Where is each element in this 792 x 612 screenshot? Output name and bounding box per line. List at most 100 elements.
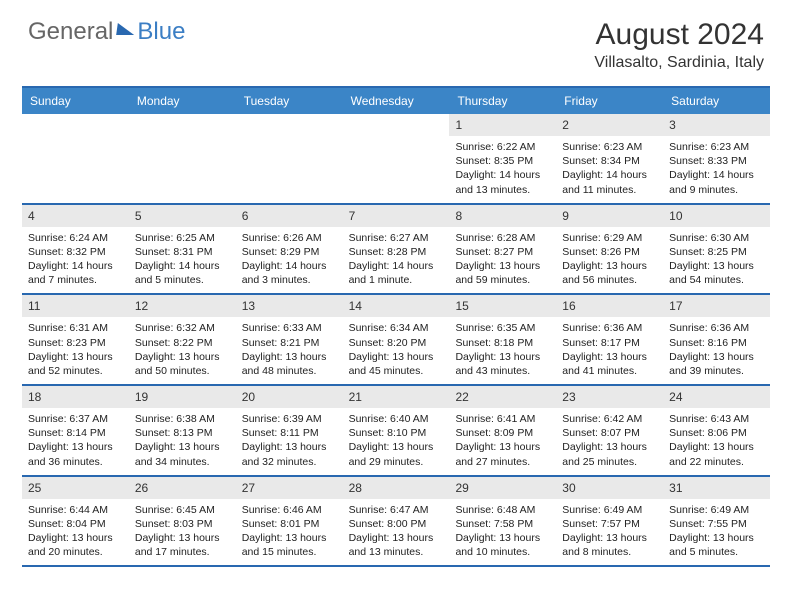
- day-content: Sunrise: 6:39 AMSunset: 8:11 PMDaylight:…: [236, 408, 343, 475]
- calendar-day: 27Sunrise: 6:46 AMSunset: 8:01 PMDayligh…: [236, 477, 343, 566]
- weekday-header: Wednesday: [343, 88, 450, 114]
- day-number: 21: [343, 386, 450, 408]
- sunset-line: Sunset: 8:00 PM: [349, 517, 444, 531]
- day-number: 16: [556, 295, 663, 317]
- day-content: Sunrise: 6:28 AMSunset: 8:27 PMDaylight:…: [449, 227, 556, 294]
- sunset-line: Sunset: 7:55 PM: [669, 517, 764, 531]
- calendar-day: 8Sunrise: 6:28 AMSunset: 8:27 PMDaylight…: [449, 205, 556, 294]
- day-content: Sunrise: 6:34 AMSunset: 8:20 PMDaylight:…: [343, 317, 450, 384]
- title-block: August 2024 Villasalto, Sardinia, Italy: [594, 18, 764, 72]
- daylight-line: Daylight: 14 hours and 3 minutes.: [242, 259, 337, 287]
- sunset-line: Sunset: 8:32 PM: [28, 245, 123, 259]
- sunrise-line: Sunrise: 6:35 AM: [455, 321, 550, 335]
- calendar-day: 13Sunrise: 6:33 AMSunset: 8:21 PMDayligh…: [236, 295, 343, 384]
- sunset-line: Sunset: 8:11 PM: [242, 426, 337, 440]
- sunrise-line: Sunrise: 6:23 AM: [669, 140, 764, 154]
- day-number: 12: [129, 295, 236, 317]
- day-number: 18: [22, 386, 129, 408]
- daylight-line: Daylight: 14 hours and 1 minute.: [349, 259, 444, 287]
- weekday-header: Sunday: [22, 88, 129, 114]
- sunrise-line: Sunrise: 6:24 AM: [28, 231, 123, 245]
- daylight-line: Daylight: 13 hours and 43 minutes.: [455, 350, 550, 378]
- day-number: 3: [663, 114, 770, 136]
- daylight-line: Daylight: 14 hours and 11 minutes.: [562, 168, 657, 196]
- day-content: Sunrise: 6:45 AMSunset: 8:03 PMDaylight:…: [129, 499, 236, 566]
- sunset-line: Sunset: 8:14 PM: [28, 426, 123, 440]
- daylight-line: Daylight: 13 hours and 52 minutes.: [28, 350, 123, 378]
- day-number: 7: [343, 205, 450, 227]
- day-number: 8: [449, 205, 556, 227]
- sunset-line: Sunset: 8:35 PM: [455, 154, 550, 168]
- calendar-day: 12Sunrise: 6:32 AMSunset: 8:22 PMDayligh…: [129, 295, 236, 384]
- daylight-line: Daylight: 14 hours and 7 minutes.: [28, 259, 123, 287]
- calendar-day: 17Sunrise: 6:36 AMSunset: 8:16 PMDayligh…: [663, 295, 770, 384]
- sunrise-line: Sunrise: 6:33 AM: [242, 321, 337, 335]
- calendar-day: 23Sunrise: 6:42 AMSunset: 8:07 PMDayligh…: [556, 386, 663, 475]
- header: General Blue August 2024 Villasalto, Sar…: [0, 0, 792, 80]
- day-content: Sunrise: 6:26 AMSunset: 8:29 PMDaylight:…: [236, 227, 343, 294]
- calendar-day: 6Sunrise: 6:26 AMSunset: 8:29 PMDaylight…: [236, 205, 343, 294]
- sunrise-line: Sunrise: 6:30 AM: [669, 231, 764, 245]
- day-number: 31: [663, 477, 770, 499]
- day-content: Sunrise: 6:32 AMSunset: 8:22 PMDaylight:…: [129, 317, 236, 384]
- day-number: 14: [343, 295, 450, 317]
- day-number: 1: [449, 114, 556, 136]
- sunset-line: Sunset: 8:20 PM: [349, 336, 444, 350]
- calendar-day: 18Sunrise: 6:37 AMSunset: 8:14 PMDayligh…: [22, 386, 129, 475]
- day-number: 2: [556, 114, 663, 136]
- sunrise-line: Sunrise: 6:23 AM: [562, 140, 657, 154]
- day-number: 6: [236, 205, 343, 227]
- calendar-week: 11Sunrise: 6:31 AMSunset: 8:23 PMDayligh…: [22, 295, 770, 386]
- sunrise-line: Sunrise: 6:48 AM: [455, 503, 550, 517]
- sunrise-line: Sunrise: 6:28 AM: [455, 231, 550, 245]
- calendar-day: 25Sunrise: 6:44 AMSunset: 8:04 PMDayligh…: [22, 477, 129, 566]
- sunset-line: Sunset: 8:21 PM: [242, 336, 337, 350]
- day-content: Sunrise: 6:24 AMSunset: 8:32 PMDaylight:…: [22, 227, 129, 294]
- day-number: 13: [236, 295, 343, 317]
- calendar-week: 25Sunrise: 6:44 AMSunset: 8:04 PMDayligh…: [22, 477, 770, 568]
- sunset-line: Sunset: 8:26 PM: [562, 245, 657, 259]
- day-content: Sunrise: 6:33 AMSunset: 8:21 PMDaylight:…: [236, 317, 343, 384]
- day-number: 25: [22, 477, 129, 499]
- sunset-line: Sunset: 7:58 PM: [455, 517, 550, 531]
- location-subtitle: Villasalto, Sardinia, Italy: [594, 54, 764, 72]
- daylight-line: Daylight: 14 hours and 13 minutes.: [455, 168, 550, 196]
- weekday-header: Saturday: [663, 88, 770, 114]
- calendar-day: 26Sunrise: 6:45 AMSunset: 8:03 PMDayligh…: [129, 477, 236, 566]
- calendar-day: 7Sunrise: 6:27 AMSunset: 8:28 PMDaylight…: [343, 205, 450, 294]
- sunset-line: Sunset: 8:17 PM: [562, 336, 657, 350]
- sunset-line: Sunset: 8:22 PM: [135, 336, 230, 350]
- weekday-header-row: SundayMondayTuesdayWednesdayThursdayFrid…: [22, 88, 770, 114]
- sunset-line: Sunset: 8:31 PM: [135, 245, 230, 259]
- calendar-day: 22Sunrise: 6:41 AMSunset: 8:09 PMDayligh…: [449, 386, 556, 475]
- month-title: August 2024: [594, 18, 764, 52]
- sunset-line: Sunset: 8:03 PM: [135, 517, 230, 531]
- day-number: 11: [22, 295, 129, 317]
- day-content: Sunrise: 6:44 AMSunset: 8:04 PMDaylight:…: [22, 499, 129, 566]
- daylight-line: Daylight: 13 hours and 34 minutes.: [135, 440, 230, 468]
- sunrise-line: Sunrise: 6:49 AM: [669, 503, 764, 517]
- day-content: Sunrise: 6:47 AMSunset: 8:00 PMDaylight:…: [343, 499, 450, 566]
- sunrise-line: Sunrise: 6:27 AM: [349, 231, 444, 245]
- calendar-day: 9Sunrise: 6:29 AMSunset: 8:26 PMDaylight…: [556, 205, 663, 294]
- calendar-week: 18Sunrise: 6:37 AMSunset: 8:14 PMDayligh…: [22, 386, 770, 477]
- day-number: 19: [129, 386, 236, 408]
- sunset-line: Sunset: 8:13 PM: [135, 426, 230, 440]
- day-number: 24: [663, 386, 770, 408]
- sunrise-line: Sunrise: 6:42 AM: [562, 412, 657, 426]
- calendar-day: 28Sunrise: 6:47 AMSunset: 8:00 PMDayligh…: [343, 477, 450, 566]
- calendar-day: 31Sunrise: 6:49 AMSunset: 7:55 PMDayligh…: [663, 477, 770, 566]
- sunrise-line: Sunrise: 6:34 AM: [349, 321, 444, 335]
- calendar-day: 14Sunrise: 6:34 AMSunset: 8:20 PMDayligh…: [343, 295, 450, 384]
- sunset-line: Sunset: 8:18 PM: [455, 336, 550, 350]
- weekday-header: Thursday: [449, 88, 556, 114]
- daylight-line: Daylight: 13 hours and 56 minutes.: [562, 259, 657, 287]
- calendar-day: 1Sunrise: 6:22 AMSunset: 8:35 PMDaylight…: [449, 114, 556, 203]
- day-number: 20: [236, 386, 343, 408]
- day-content: Sunrise: 6:22 AMSunset: 8:35 PMDaylight:…: [449, 136, 556, 203]
- day-number: 17: [663, 295, 770, 317]
- daylight-line: Daylight: 13 hours and 15 minutes.: [242, 531, 337, 559]
- day-content: Sunrise: 6:36 AMSunset: 8:16 PMDaylight:…: [663, 317, 770, 384]
- day-number: 26: [129, 477, 236, 499]
- daylight-line: Daylight: 13 hours and 45 minutes.: [349, 350, 444, 378]
